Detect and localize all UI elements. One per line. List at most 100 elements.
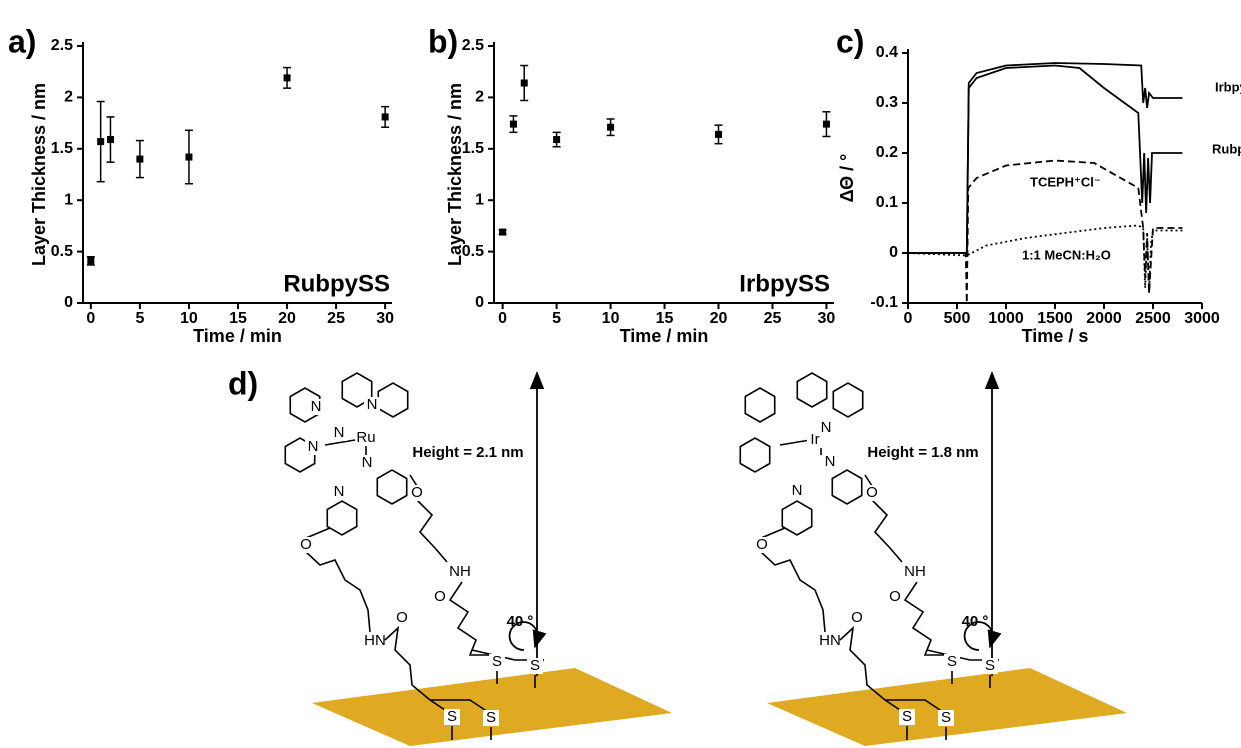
point	[284, 74, 291, 81]
atom-label: O	[434, 588, 446, 605]
y-tick-label: 0.4	[876, 44, 898, 61]
point	[107, 136, 114, 143]
atom-label: NH	[904, 563, 926, 580]
y-tick-label: 0.5	[51, 243, 73, 260]
atom-label: S	[492, 653, 502, 670]
x-tick-label: 20	[710, 310, 728, 327]
x-axis-label: Time / s	[1022, 326, 1089, 346]
atom-label: S	[486, 709, 496, 726]
y-axis-label: Layer Thickness / nm	[29, 83, 49, 266]
point	[715, 131, 722, 138]
ring	[832, 470, 861, 504]
point	[521, 80, 528, 87]
atom-label: O	[866, 484, 878, 501]
x-tick-label: 20	[278, 310, 296, 327]
x-tick-label: 3000	[1184, 310, 1220, 327]
ring	[782, 501, 811, 535]
atom-label: NH	[449, 563, 471, 580]
ring	[740, 438, 769, 472]
panel-label: b)	[428, 23, 458, 59]
angle-label: 40 °	[507, 613, 534, 630]
x-tick-label: 15	[656, 310, 674, 327]
atom-label: S	[902, 708, 912, 725]
height-label: Height = 1.8 nm	[867, 444, 978, 461]
atom-label: N	[311, 398, 322, 415]
atom-label: O	[300, 536, 312, 553]
x-tick-label: 10	[602, 310, 620, 327]
atom-label: N	[367, 396, 378, 413]
panel-label: c)	[836, 23, 864, 59]
ring	[833, 383, 862, 417]
point	[510, 121, 517, 128]
angle-label: 40 °	[962, 613, 989, 630]
bond	[306, 552, 370, 632]
x-tick-label: 0	[498, 310, 507, 327]
atom-label: N	[308, 438, 319, 455]
y-tick-label: 2.5	[462, 37, 484, 54]
bond	[450, 582, 492, 655]
atom-label: N	[334, 424, 345, 441]
series-label: TCEPH⁺Cl⁻	[1030, 174, 1101, 189]
x-tick-label: 10	[180, 310, 198, 327]
bond	[905, 582, 947, 655]
x-tick-label: 5	[552, 310, 561, 327]
panel-label: d)	[228, 365, 258, 401]
atom-label: O	[756, 536, 768, 553]
gold-surface	[767, 668, 1127, 746]
atom-label: S	[985, 657, 995, 674]
bond	[761, 552, 825, 632]
panel-label: a)	[8, 23, 36, 59]
x-tick-label: 5	[135, 310, 144, 327]
y-tick-label: 2.5	[51, 37, 73, 54]
y-tick-label: 0	[475, 294, 484, 311]
atom-label: HN	[364, 632, 386, 649]
point	[553, 136, 560, 143]
x-tick-label: 2500	[1135, 310, 1171, 327]
atom-label: Ir	[810, 431, 819, 448]
y-tick-label: 1.5	[51, 140, 73, 157]
y-tick-label: 1	[64, 191, 73, 208]
x-tick-label: 25	[764, 310, 782, 327]
point	[87, 257, 94, 264]
x-tick-label: 1500	[1037, 310, 1073, 327]
point	[499, 229, 506, 236]
bond	[780, 440, 810, 445]
atom-label: N	[334, 483, 345, 500]
atom-label: HN	[819, 632, 841, 649]
x-tick-label: 0	[904, 310, 913, 327]
x-tick-label: 30	[376, 310, 394, 327]
series-label: 1:1 MeCN:H₂O	[1022, 247, 1111, 262]
atom-label: S	[941, 709, 951, 726]
atom-label: O	[396, 609, 408, 626]
atom-label: N	[825, 453, 836, 470]
y-tick-label: 0.2	[876, 144, 898, 161]
point	[185, 154, 192, 161]
y-tick-label: -0.1	[870, 294, 898, 311]
point	[607, 124, 614, 131]
point	[97, 138, 104, 145]
y-tick-label: 0.3	[876, 94, 898, 111]
series-label: RubpySS	[1212, 141, 1241, 156]
y-tick-label: 2	[64, 89, 73, 106]
ring	[377, 470, 406, 504]
gold-surface	[312, 668, 672, 746]
y-tick-label: 0.1	[876, 194, 898, 211]
point	[823, 121, 830, 128]
annotation: IrbpySS	[739, 270, 830, 297]
series-label: IrbpySS	[1215, 79, 1241, 94]
x-tick-label: 15	[229, 310, 247, 327]
y-tick-label: 0	[889, 244, 898, 261]
y-tick-label: 0.5	[462, 243, 484, 260]
y-tick-label: 1.5	[462, 140, 484, 157]
atom-label: O	[851, 609, 863, 626]
y-axis-label: Layer Thickness / nm	[445, 83, 465, 266]
ring	[327, 501, 356, 535]
point	[136, 156, 143, 163]
x-tick-label: 1000	[988, 310, 1024, 327]
point	[382, 113, 389, 120]
figure: a) b) c) d) 0 0.5 1 1.5 2 2.5 0 5 10 15 20 25 30 Time…	[0, 0, 1241, 748]
line	[908, 66, 1182, 254]
ring	[745, 388, 774, 422]
x-tick-label: 25	[327, 310, 345, 327]
ring	[378, 383, 407, 417]
